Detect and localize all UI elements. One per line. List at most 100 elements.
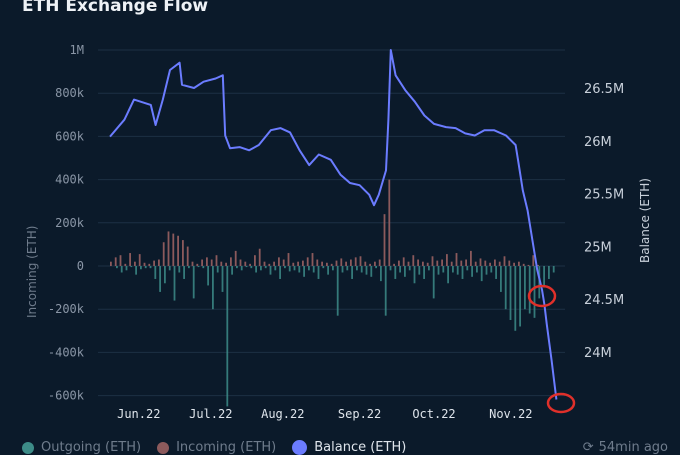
- outgoing-bar: [212, 266, 214, 310]
- legend-label: Incoming (ETH): [176, 440, 277, 455]
- outgoing-bar: [437, 266, 440, 275]
- incoming-bar: [532, 255, 535, 266]
- incoming-bar: [426, 262, 429, 266]
- incoming-bar: [460, 260, 463, 266]
- legend-balance[interactable]: Balance (ETH): [292, 440, 406, 455]
- y-tick-label: 1M: [70, 43, 84, 57]
- outgoing-bar: [293, 266, 296, 271]
- incoming-bar: [354, 257, 357, 266]
- incoming-bar: [330, 263, 333, 266]
- chart-title: ETH Exchange Flow: [22, 0, 209, 16]
- legend-incoming[interactable]: Incoming (ETH): [157, 440, 276, 455]
- incoming-bar: [513, 262, 515, 266]
- incoming-bar: [503, 256, 506, 266]
- incoming-bar: [455, 253, 458, 266]
- incoming-bar: [527, 264, 530, 266]
- incoming-swatch-icon: [157, 441, 170, 454]
- incoming-bar: [138, 254, 141, 266]
- outgoing-bar: [341, 266, 344, 273]
- legend-label: Balance (ETH): [314, 440, 407, 455]
- outgoing-bar: [351, 266, 353, 279]
- outgoing-bar: [269, 266, 272, 275]
- y-tick-label: 0: [77, 259, 84, 273]
- incoming-bar: [258, 248, 261, 266]
- legend-label: Outgoing (ETH): [41, 440, 142, 455]
- outgoing-bar: [255, 266, 257, 273]
- y2-tick-label: 25.5M: [584, 188, 624, 203]
- y-tick-label: 800k: [55, 86, 85, 100]
- outgoing-bar: [528, 266, 531, 314]
- balance-swatch-icon: [292, 440, 308, 455]
- incoming-bar: [210, 259, 213, 266]
- incoming-bar: [110, 261, 112, 266]
- outgoing-bar: [120, 266, 123, 273]
- outgoing-bar: [447, 266, 449, 284]
- outgoing-bar: [197, 266, 200, 268]
- incoming-bar: [273, 261, 275, 266]
- incoming-bar: [215, 255, 218, 266]
- incoming-bar: [162, 242, 165, 266]
- outgoing-bar: [288, 266, 291, 272]
- outgoing-bar: [216, 266, 219, 273]
- outgoing-bar: [226, 266, 229, 407]
- incoming-bar: [470, 250, 472, 266]
- outgoing-bar: [389, 266, 392, 271]
- y-tick-label: 200k: [55, 216, 85, 230]
- outgoing-bar: [250, 266, 253, 269]
- balance-line: [109, 49, 558, 400]
- incoming-bar: [282, 259, 285, 266]
- x-tick-label: Nov.22: [489, 407, 532, 421]
- outgoing-bar: [298, 266, 301, 273]
- outgoing-bar: [346, 266, 349, 271]
- outgoing-bar: [480, 266, 483, 282]
- incoming-bar: [345, 261, 347, 266]
- outgoing-bar: [173, 266, 176, 301]
- outgoing-bar: [264, 266, 267, 269]
- x-tick-label: Sep.22: [338, 407, 381, 421]
- outgoing-bar: [284, 266, 286, 269]
- outgoing-bar: [130, 266, 133, 268]
- outgoing-bar: [231, 266, 233, 275]
- outgoing-bar: [125, 266, 128, 271]
- incoming-bar: [378, 259, 381, 266]
- incoming-bar: [465, 259, 467, 266]
- outgoing-bar: [543, 266, 545, 288]
- y-tick-label: -200k: [48, 302, 85, 316]
- outgoing-bar: [552, 266, 555, 273]
- incoming-bar: [191, 261, 194, 266]
- incoming-bar: [249, 263, 251, 266]
- outgoing-bar: [418, 266, 421, 275]
- outgoing-bar: [178, 266, 181, 273]
- refresh-clock-icon[interactable]: ⟳: [582, 440, 594, 455]
- incoming-bar: [148, 263, 151, 266]
- incoming-bar: [321, 261, 323, 266]
- incoming-bar: [225, 262, 227, 266]
- y2-tick-label: 24M: [584, 346, 612, 361]
- incoming-bar: [230, 257, 232, 266]
- outgoing-bar: [144, 266, 147, 269]
- outgoing-bar: [490, 266, 493, 273]
- incoming-bar: [196, 263, 199, 266]
- x-tick-label: Oct.22: [412, 407, 455, 421]
- incoming-bar: [153, 260, 155, 266]
- outgoing-bar: [509, 266, 512, 320]
- outgoing-bar: [279, 266, 281, 279]
- outgoing-bar: [452, 266, 454, 273]
- outgoing-bar: [188, 266, 190, 269]
- legend-outgoing[interactable]: Outgoing (ETH): [22, 440, 141, 455]
- incoming-bar: [422, 261, 424, 266]
- outgoing-bar: [356, 266, 358, 271]
- incoming-bar: [498, 261, 501, 266]
- incoming-bar: [182, 240, 184, 266]
- outgoing-bar: [394, 266, 397, 279]
- outgoing-bar: [375, 266, 377, 269]
- outgoing-bar: [548, 266, 550, 279]
- incoming-bar: [263, 261, 266, 266]
- outgoing-bar: [423, 266, 425, 279]
- updated-time: 54min ago: [598, 440, 668, 455]
- incoming-bar: [326, 262, 328, 266]
- incoming-bar: [220, 261, 223, 266]
- incoming-bar: [143, 262, 146, 266]
- outgoing-bar: [303, 266, 305, 277]
- incoming-bar: [388, 179, 391, 266]
